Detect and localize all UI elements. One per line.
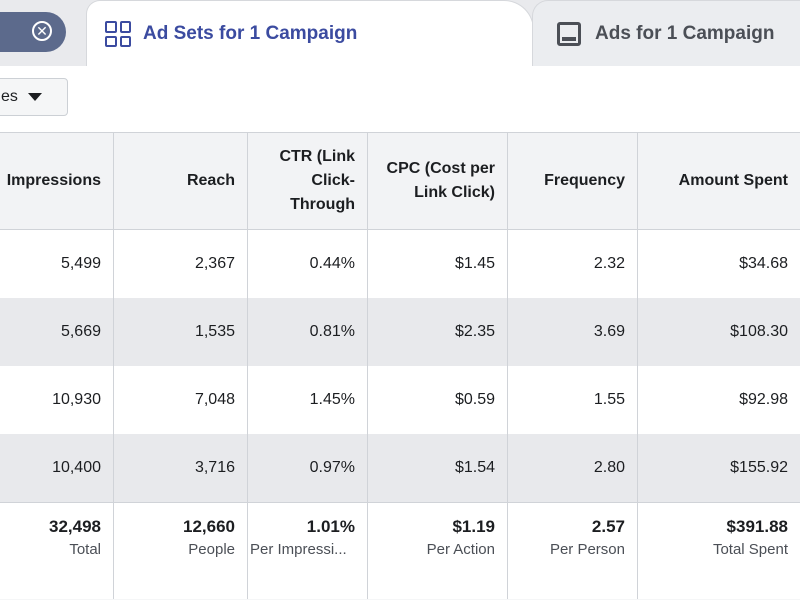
cell-frequency: 1.55 [508,366,638,434]
tab-ads[interactable]: Ads for 1 Campaign [532,0,800,66]
cell-amount-spent: $108.30 [730,323,788,340]
cell-reach: 1,535 [114,298,248,366]
total-label: Total [69,541,101,558]
total-label: Per Action [426,541,495,558]
cell-reach: 2,367 [114,230,248,298]
total-frequency: 2.57 Per Person [508,503,638,599]
total-label: Per Person [549,541,625,558]
cell-impressions: 5,499 [0,230,114,298]
cell-impressions: 10,930 [0,366,114,434]
tab-strip: ✕ Ad Sets for 1 Campaign Ads for 1 Campa… [0,0,800,67]
tab-ad-sets[interactable]: Ad Sets for 1 Campaign [86,0,534,67]
column-header-amount-spent[interactable]: Amount Spent [678,172,788,189]
column-header-frequency[interactable]: Frequency [508,133,638,229]
caret-down-icon [27,93,42,101]
cell-amount-spent: $92.98 [739,391,788,408]
cell-cpc: $0.59 [368,366,508,434]
table-row[interactable]: 10,400 3,716 0.97% $1.54 2.80 $155.92 [0,434,800,502]
cell-ctr: 0.44% [248,230,368,298]
total-value: 2.57 [591,517,625,536]
cell-reach: 3,716 [114,434,248,502]
cell-ctr: 0.97% [248,434,368,502]
total-label: Per Impressi... [250,541,347,558]
cell-ctr: 1.45% [248,366,368,434]
cell-ctr: 0.81% [248,298,368,366]
table-header: Impressions Reach CTR (Link Click-Throug… [0,132,800,230]
table-row[interactable]: 5,669 1,535 0.81% $2.35 3.69 $108.30 [0,298,800,366]
total-value: 1.01% [306,517,355,536]
cell-frequency: 3.69 [508,298,638,366]
cell-cpc: $1.54 [368,434,508,502]
total-ctr: 1.01% Per Impressi... [248,503,368,599]
closed-tab-pill[interactable]: ✕ [0,12,66,52]
cell-cpc: $2.35 [368,298,508,366]
cell-amount-spent: $34.68 [739,255,788,272]
column-header-impressions[interactable]: Impressions [0,133,114,229]
total-amount-spent: $391.88 Total Spent [638,503,800,599]
tab-ads-label: Ads for 1 Campaign [595,22,775,44]
total-impressions: 32,498 Total [0,503,114,599]
cell-cpc: $1.45 [368,230,508,298]
totals-row: 32,498 Total 12,660 People 1.01% Per Imp… [0,502,800,599]
close-circle-icon[interactable]: ✕ [32,21,52,41]
total-label: People [188,541,235,558]
cell-amount-spent: $155.92 [730,459,788,476]
cell-frequency: 2.32 [508,230,638,298]
total-value: 32,498 [49,517,101,536]
cell-impressions: 5,669 [0,298,114,366]
cell-frequency: 2.80 [508,434,638,502]
column-header-ctr[interactable]: CTR (Link Click-Through [248,133,368,229]
total-value: 12,660 [183,517,235,536]
total-reach: 12,660 People [114,503,248,599]
grid-icon [105,21,131,47]
cell-reach: 7,048 [114,366,248,434]
table-row[interactable]: 5,499 2,367 0.44% $1.45 2.32 $34.68 [0,230,800,298]
cell-impressions: 10,400 [0,434,114,502]
total-value: $391.88 [726,517,788,536]
tab-ad-sets-label: Ad Sets for 1 Campaign [143,23,358,44]
table-row[interactable]: 10,930 7,048 1.45% $0.59 1.55 $92.98 [0,366,800,434]
filter-dropdown-label: es [1,88,18,105]
ad-sets-table: Impressions Reach CTR (Link Click-Throug… [0,132,800,599]
ad-icon [557,21,581,46]
total-cpc: $1.19 Per Action [368,503,508,599]
column-header-cpc[interactable]: CPC (Cost per Link Click) [368,133,508,229]
total-value: $1.19 [452,517,495,536]
toolbar: es [0,66,800,132]
column-header-reach[interactable]: Reach [114,133,248,229]
filter-dropdown[interactable]: es [0,78,68,116]
total-label: Total Spent [712,541,788,558]
